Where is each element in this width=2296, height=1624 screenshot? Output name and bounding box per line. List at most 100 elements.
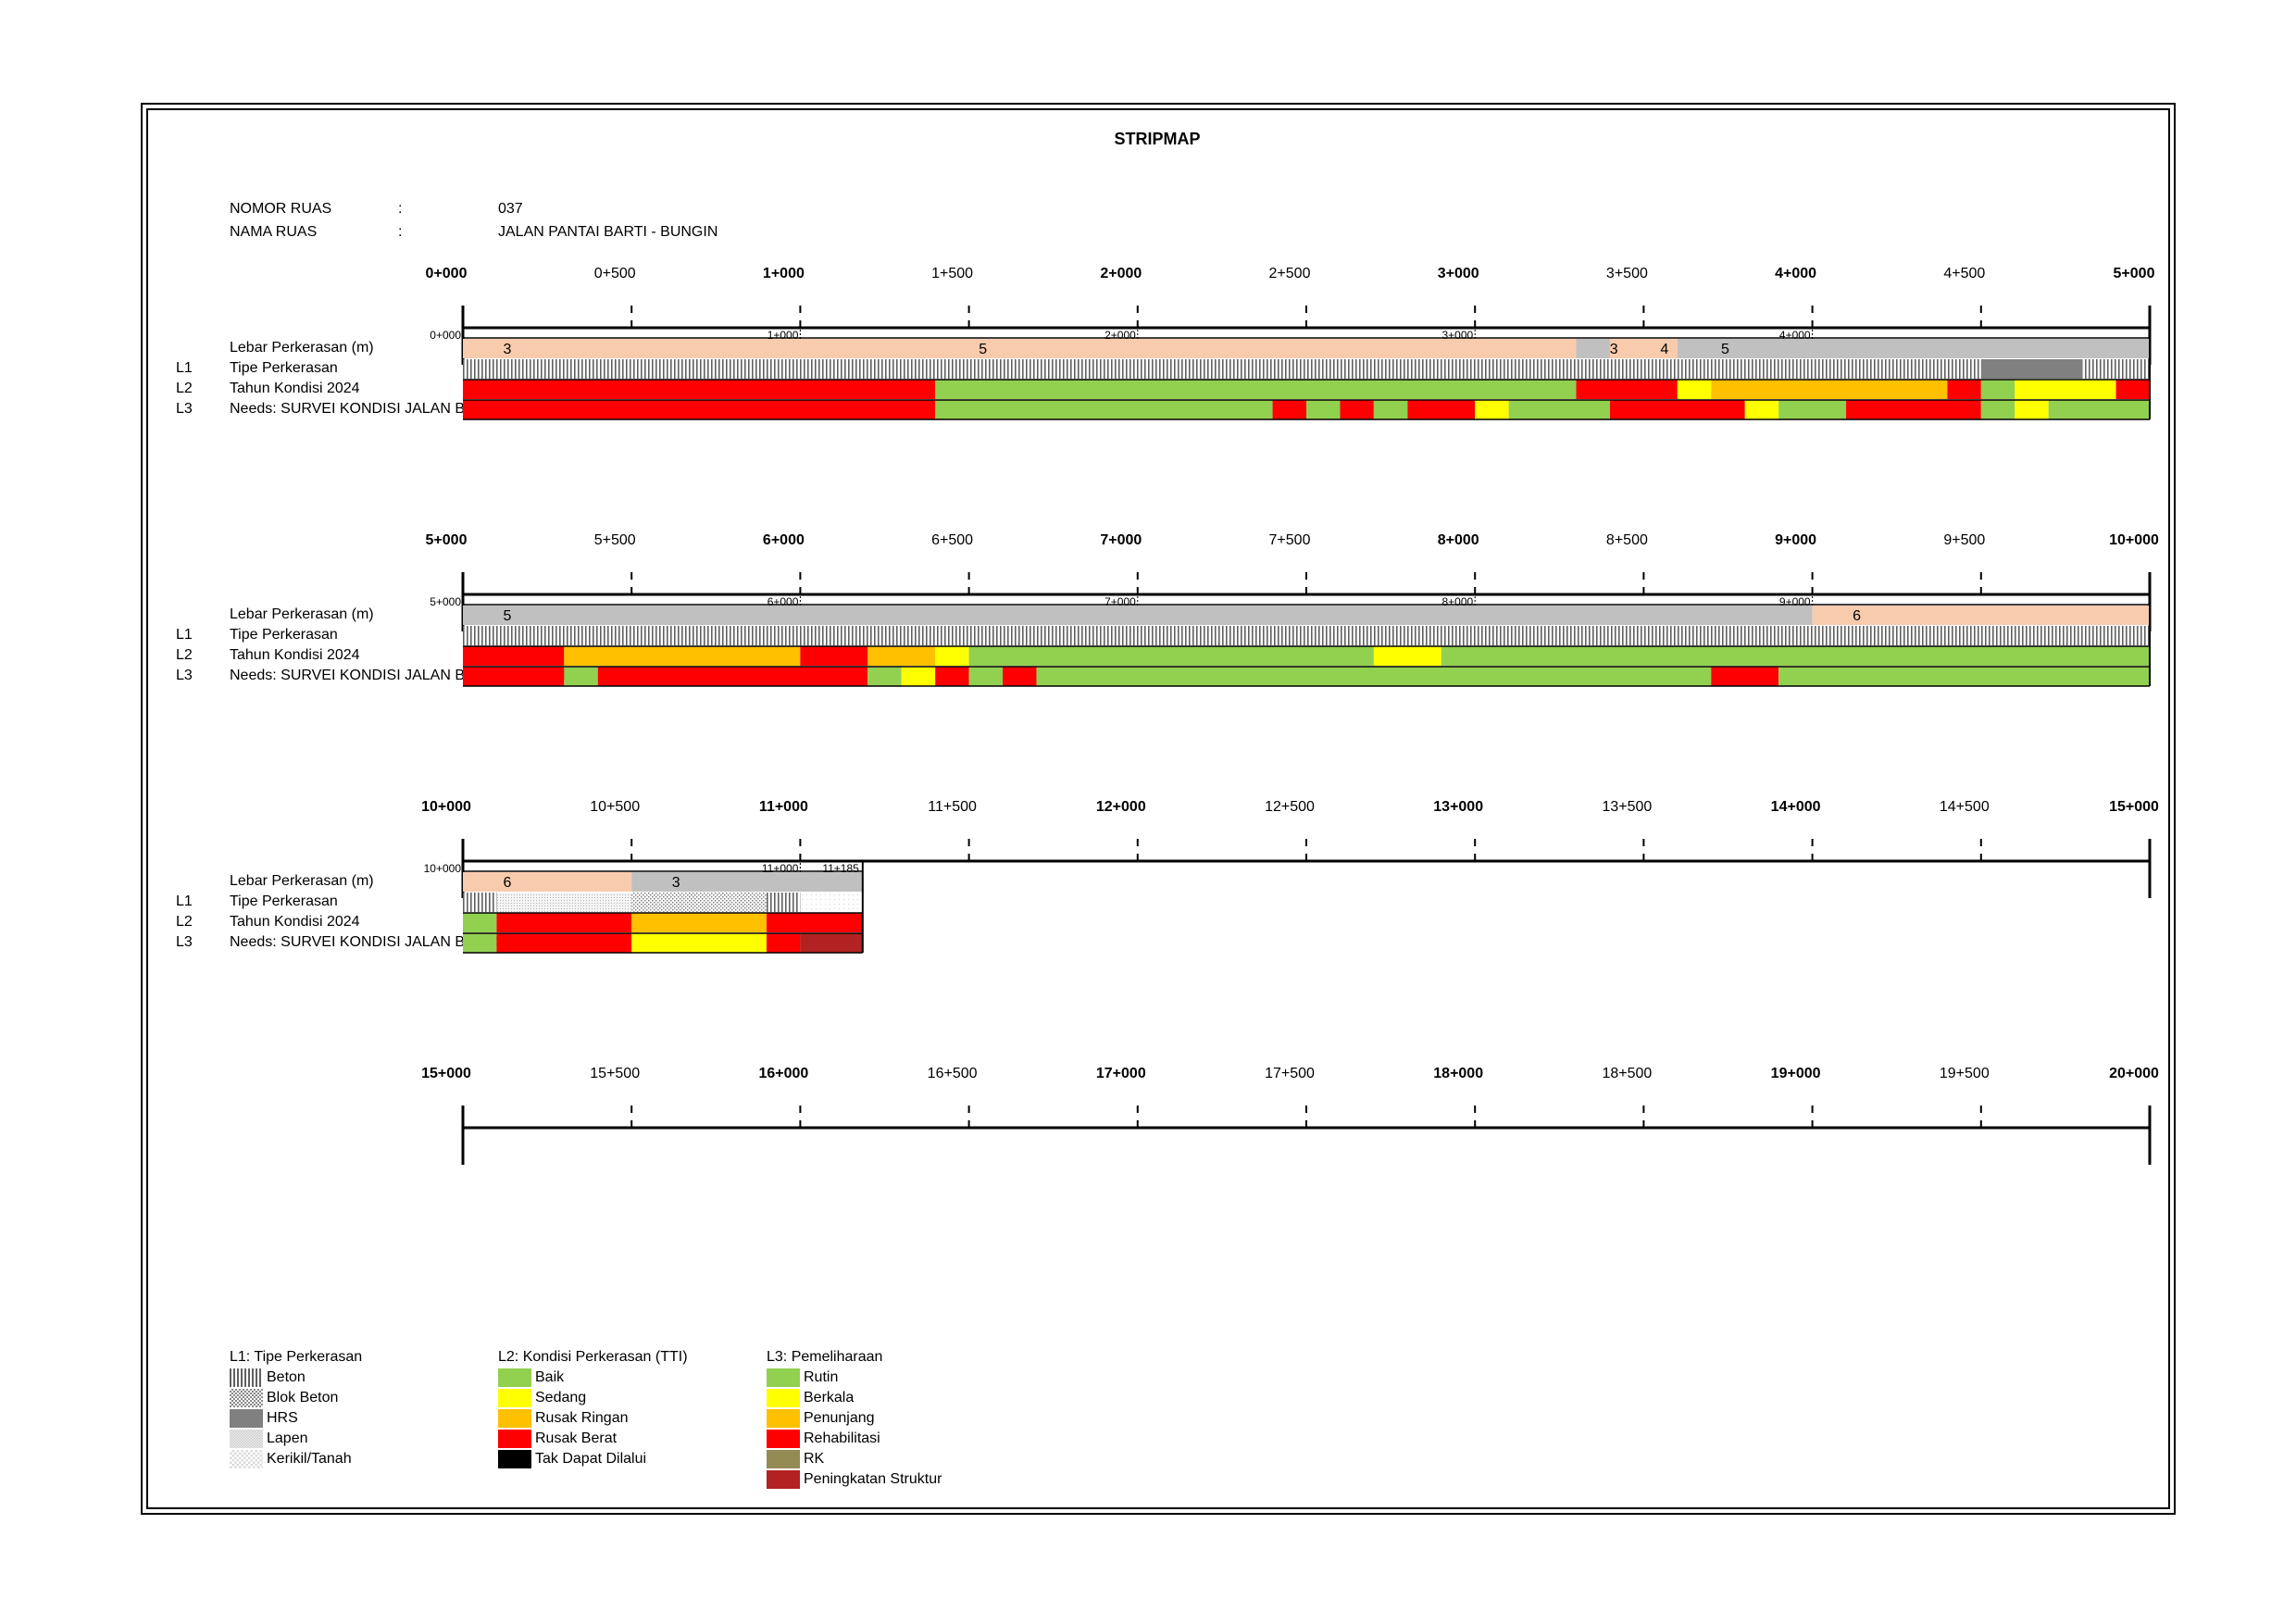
km-label: 15+500 [590,1066,640,1081]
needs-segment [564,667,598,686]
row-label-lebar: Lebar Perkerasan (m) [230,606,374,622]
condition-segment [564,646,801,666]
row-id-l1: L1 [176,360,193,376]
needs-segment [1711,667,1779,686]
needs-segment [463,933,497,953]
km-label: 9+000 [1775,532,1816,548]
small-km-label: 0+000 [430,329,461,342]
km-label: 1+000 [763,266,805,281]
legend-swatch [498,1409,531,1428]
legend-label: Peningkatan Struktur [804,1471,942,1487]
legend-item: Kerikil/Tanah [230,1449,362,1469]
type-segment-hrs [1980,359,2083,379]
width-value: 5 [504,608,512,624]
legend-label: Rutin [804,1369,839,1385]
small-km-label: 10+000 [424,862,462,875]
nomor-ruas-label: NOMOR RUAS [230,201,332,217]
legend-l3-title: L3: Pemeliharaan [767,1349,883,1365]
km-label: 13+500 [1602,799,1652,815]
legend-item: RK [767,1449,942,1469]
km-label: 9+500 [1943,532,1985,548]
needs-segment [1778,667,2150,686]
km-label: 5+000 [426,532,468,548]
legend-item: Rusak Berat [498,1429,688,1449]
row-label-tahun: Tahun Kondisi 2024 [230,381,360,396]
type-segment-beton [463,626,2150,645]
needs-segment [1980,400,2015,419]
km-label: 6+500 [931,532,973,548]
needs-segment [1036,667,1712,686]
legend-swatch [230,1450,263,1468]
needs-segment [901,667,936,686]
condition-segment [496,913,632,932]
needs-segment [1272,400,1306,419]
width-value: 6 [504,875,512,891]
needs-segment [631,933,767,953]
km-label: 6+000 [763,532,805,548]
needs-segment [1609,400,1745,419]
legend-item: Beton [230,1368,362,1388]
needs-segment [2015,400,2049,419]
legend-label: Lapen [267,1430,308,1446]
legend-label: Sedang [535,1390,587,1405]
needs-segment [935,400,1273,419]
condition-segment [1373,646,1441,666]
row-id-l2: L2 [176,647,193,663]
legend-item: Rusak Ringan [498,1408,688,1429]
km-label: 15+000 [2109,799,2159,815]
km-label: 18+500 [1602,1066,1652,1081]
condition-segment [935,380,1577,399]
km-label: 2+500 [1269,266,1311,281]
row-id-l2: L2 [176,914,193,930]
km-label: 16+000 [758,1066,808,1081]
width-segment [463,872,632,892]
km-label: 14+500 [1940,799,1990,815]
legend-swatch [767,1430,800,1448]
strip-4: 15+000 15+500 16+000 16+500 17+000 17+500 18+0… [421,1066,2159,1165]
row-id-l1: L1 [176,893,193,909]
km-label: 19+500 [1940,1066,1990,1081]
legend-swatch [230,1430,263,1448]
km-label: 14+000 [1771,799,1821,815]
width-segment [631,872,863,892]
km-label: 4+500 [1943,266,1985,281]
nomor-ruas-value: 037 [498,201,523,217]
small-km-label: 5+000 [430,595,461,608]
row-label-tahun: Tahun Kondisi 2024 [230,647,360,663]
condition-segment [463,646,565,666]
nomor-ruas-sep: : [398,201,403,217]
condition-segment [1441,646,2150,666]
legend-swatch [767,1450,800,1468]
km-label: 15+000 [421,1066,471,1081]
nama-ruas-label: NAMA RUAS [230,224,318,240]
condition-segment [1677,380,1712,399]
needs-segment [463,667,565,686]
legend-item: Rutin [767,1368,942,1388]
condition-segment [631,913,767,932]
needs-segment [968,667,1004,686]
legend-swatch [498,1368,531,1387]
condition-segment [935,646,969,666]
legend-l1-title: L1: Tipe Perkerasan [230,1349,363,1365]
km-label: 5+000 [2114,266,2155,281]
needs-segment [597,667,868,686]
type-segment-blok [631,893,767,912]
width-segment [496,339,1577,358]
km-label: 7+000 [1100,532,1142,548]
needs-segment [496,933,632,953]
needs-segment [800,933,863,953]
legend-label: Penunjang [804,1410,875,1426]
row-id-l3: L3 [176,401,193,417]
width-value: 5 [979,342,987,357]
width-value: 5 [1721,342,1729,357]
km-label: 8+500 [1606,532,1648,548]
width-segment [1677,339,2150,358]
page-frame-outer [141,103,2176,1515]
km-label: 3+500 [1606,266,1648,281]
km-label: 4+000 [1775,266,1816,281]
nama-ruas-sep: : [398,224,403,240]
legend-label: Tak Dapat Dilalui [535,1451,647,1467]
needs-segment [867,667,902,686]
width-value: 4 [1660,342,1668,357]
km-label: 13+000 [1433,799,1483,815]
